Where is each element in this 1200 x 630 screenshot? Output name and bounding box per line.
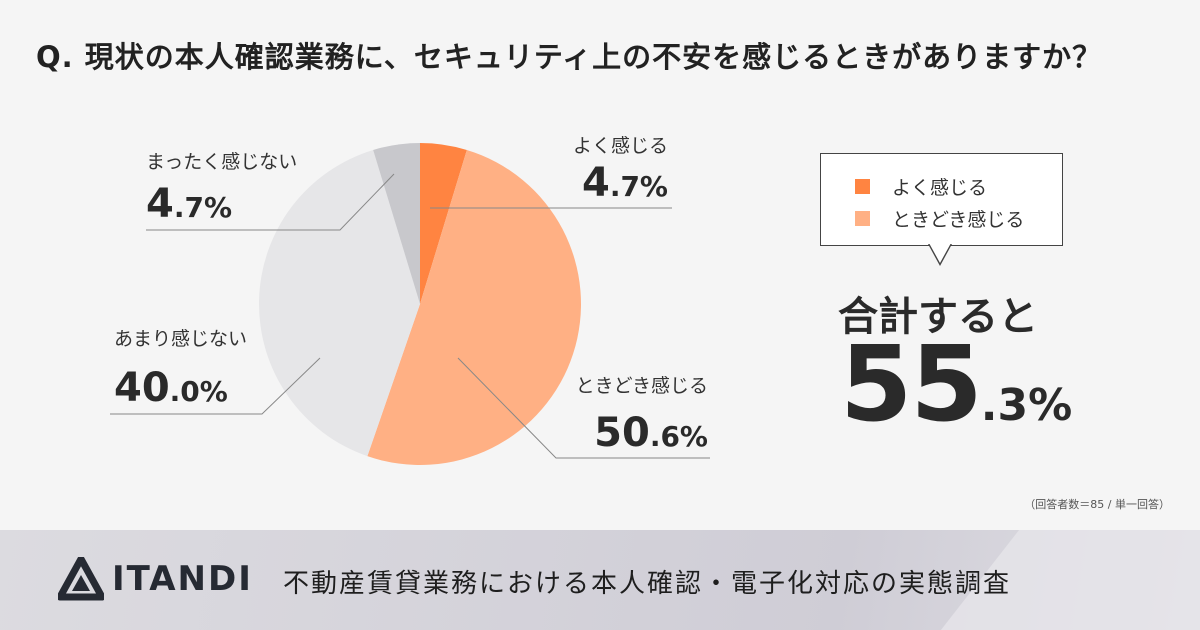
- pie-chart: よく感じる 4.7% ときどき感じる 50.6% あまり感じない 40.0% まったく感じな…: [110, 135, 710, 465]
- label-name-never: まったく感じない: [146, 151, 297, 173]
- legend-pointer: [928, 243, 952, 266]
- slice-rarely: [259, 149, 420, 457]
- survey-title: 不動産賃貸業務における本人確認・電子化対応の実態調査: [283, 569, 1012, 599]
- brand-name: ITANDI: [112, 559, 253, 599]
- itandi-mark-icon: [58, 557, 104, 601]
- label-value-often: 4.7%: [582, 160, 668, 206]
- question-title: Q. 現状の本人確認業務に、セキュリティ上の不安を感じるときがありますか？: [36, 40, 1103, 74]
- legend-label-sometimes: ときどき感じる: [892, 209, 1025, 231]
- leader-rarely: [110, 357, 321, 415]
- legend-swatch-often: [855, 179, 870, 194]
- leader-never: [146, 173, 395, 231]
- label-name-rarely: あまり感じない: [114, 328, 247, 350]
- label-name-often: よく感じる: [573, 135, 668, 157]
- label-value-rarely: 40.0%: [114, 365, 228, 411]
- footer-banner: ITANDI 不動産賃貸業務における本人確認・電子化対応の実態調査: [0, 530, 1200, 630]
- slice-often: [420, 143, 467, 304]
- legend: よく感じる ときどき感じる: [820, 153, 1063, 246]
- total-value: 55.3%: [840, 332, 1072, 436]
- total-value-integer: 55: [840, 323, 983, 445]
- respondent-note: （回答者数＝85 / 単一回答）: [1024, 498, 1170, 511]
- itandi-logo: ITANDI: [58, 557, 253, 601]
- label-value-never: 4.7%: [146, 181, 232, 227]
- slice-sometimes: [367, 149, 581, 465]
- label-name-sometimes: ときどき感じる: [576, 375, 708, 397]
- legend-item-often: よく感じる: [855, 173, 987, 200]
- legend-item-sometimes: ときどき感じる: [855, 205, 1024, 232]
- total-value-decimal: .3%: [980, 380, 1073, 431]
- leader-sometimes: [457, 357, 710, 459]
- legend-swatch-sometimes: [855, 211, 870, 226]
- total-label: 合計すると: [838, 294, 1038, 340]
- label-value-sometimes: 50.6%: [594, 410, 708, 456]
- legend-label-often: よく感じる: [892, 177, 988, 199]
